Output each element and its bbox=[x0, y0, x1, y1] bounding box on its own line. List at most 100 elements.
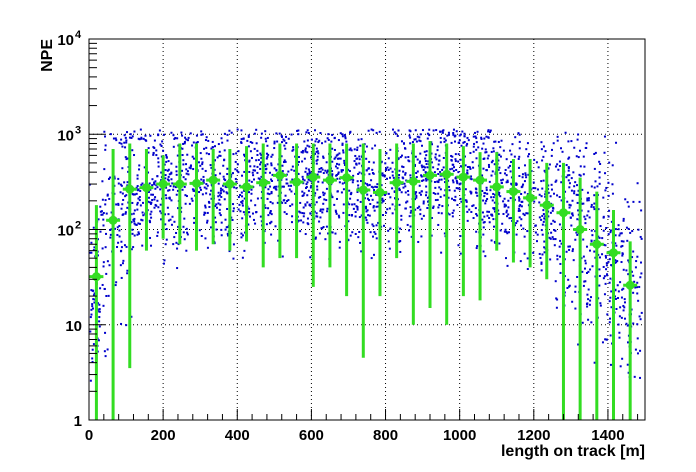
scatter-point bbox=[222, 175, 225, 178]
scatter-point bbox=[126, 184, 129, 187]
scatter-point bbox=[457, 244, 460, 247]
scatter-point bbox=[246, 139, 249, 142]
scatter-point bbox=[370, 179, 373, 182]
scatter-point bbox=[348, 170, 351, 173]
scatter-point bbox=[601, 237, 604, 240]
scatter-point bbox=[117, 177, 120, 180]
scatter-point bbox=[252, 174, 255, 177]
scatter-point bbox=[266, 192, 269, 195]
scatter-point bbox=[603, 275, 606, 278]
scatter-point bbox=[301, 160, 304, 163]
scatter-point bbox=[350, 214, 353, 217]
scatter-point bbox=[138, 195, 141, 198]
scatter-point bbox=[287, 184, 290, 187]
scatter-point bbox=[492, 196, 495, 199]
scatter-point bbox=[91, 303, 94, 306]
profile-point bbox=[625, 280, 635, 290]
scatter-point bbox=[467, 139, 470, 142]
scatter-point bbox=[568, 156, 571, 159]
scatter-point bbox=[182, 159, 185, 162]
scatter-point bbox=[484, 255, 487, 258]
scatter-point bbox=[571, 300, 574, 303]
scatter-point bbox=[320, 167, 323, 170]
scatter-point bbox=[425, 179, 428, 182]
scatter-point bbox=[602, 216, 605, 219]
scatter-point bbox=[226, 139, 229, 142]
scatter-point bbox=[485, 135, 488, 138]
scatter-point bbox=[162, 262, 165, 265]
scatter-point bbox=[373, 209, 376, 212]
scatter-point bbox=[534, 187, 537, 190]
scatter-point bbox=[259, 163, 262, 166]
scatter-point bbox=[499, 146, 502, 149]
scatter-point bbox=[133, 209, 136, 212]
scatter-point bbox=[571, 212, 574, 215]
scatter-point bbox=[105, 272, 108, 275]
scatter-point bbox=[334, 165, 337, 168]
scatter-point bbox=[577, 156, 580, 159]
scatter-point bbox=[167, 160, 170, 163]
scatter-point bbox=[576, 275, 579, 278]
scatter-point bbox=[432, 206, 435, 209]
scatter-point bbox=[435, 158, 438, 161]
scatter-point bbox=[322, 172, 325, 175]
scatter-point bbox=[605, 186, 608, 189]
scatter-point bbox=[421, 129, 424, 132]
scatter-point bbox=[584, 259, 587, 262]
scatter-point bbox=[392, 176, 395, 179]
scatter-point bbox=[218, 208, 221, 211]
x-tick-label: 1200 bbox=[517, 427, 550, 444]
scatter-point bbox=[627, 371, 630, 374]
scatter-point bbox=[593, 186, 596, 189]
scatter-point bbox=[147, 171, 150, 174]
scatter-point bbox=[338, 157, 341, 160]
scatter-point bbox=[126, 269, 129, 272]
scatter-point bbox=[105, 232, 108, 235]
scatter-point bbox=[607, 233, 610, 236]
scatter-point bbox=[598, 182, 601, 185]
scatter-point bbox=[506, 215, 509, 218]
scatter-point bbox=[498, 153, 501, 156]
scatter-point bbox=[303, 179, 306, 182]
scatter-point bbox=[116, 233, 119, 236]
scatter-point bbox=[418, 139, 421, 142]
scatter-point bbox=[297, 133, 300, 136]
scatter-point bbox=[136, 177, 139, 180]
scatter-point bbox=[517, 209, 520, 212]
scatter-point bbox=[91, 357, 94, 360]
scatter-point bbox=[422, 179, 425, 182]
scatter-point bbox=[271, 179, 274, 182]
scatter-point bbox=[583, 165, 586, 168]
scatter-point bbox=[621, 244, 624, 247]
scatter-point bbox=[535, 161, 538, 164]
scatter-point bbox=[243, 153, 246, 156]
scatter-point bbox=[587, 197, 590, 200]
scatter-point bbox=[232, 207, 235, 210]
scatter-point bbox=[492, 192, 495, 195]
scatter-point bbox=[331, 147, 334, 150]
scatter-point bbox=[118, 229, 121, 232]
scatter-point bbox=[287, 137, 290, 140]
scatter-point bbox=[567, 179, 570, 182]
scatter-point bbox=[594, 151, 597, 154]
scatter-point bbox=[405, 201, 408, 204]
scatter-point bbox=[157, 206, 160, 209]
scatter-point bbox=[354, 215, 357, 218]
scatter-point bbox=[160, 145, 163, 148]
scatter-point bbox=[133, 154, 136, 157]
scatter-point bbox=[218, 154, 221, 157]
profile-point bbox=[592, 239, 602, 249]
scatter-point bbox=[425, 191, 428, 194]
scatter-point bbox=[466, 136, 469, 139]
scatter-point bbox=[438, 159, 441, 162]
scatter-point bbox=[176, 154, 179, 157]
scatter-point bbox=[640, 261, 643, 264]
scatter-point bbox=[352, 179, 355, 182]
scatter-point bbox=[433, 171, 436, 174]
scatter-point bbox=[156, 231, 159, 234]
scatter-point bbox=[432, 205, 435, 208]
scatter-point bbox=[217, 195, 220, 198]
scatter-point bbox=[437, 173, 440, 176]
scatter-point bbox=[306, 139, 309, 142]
scatter-point bbox=[132, 218, 135, 221]
